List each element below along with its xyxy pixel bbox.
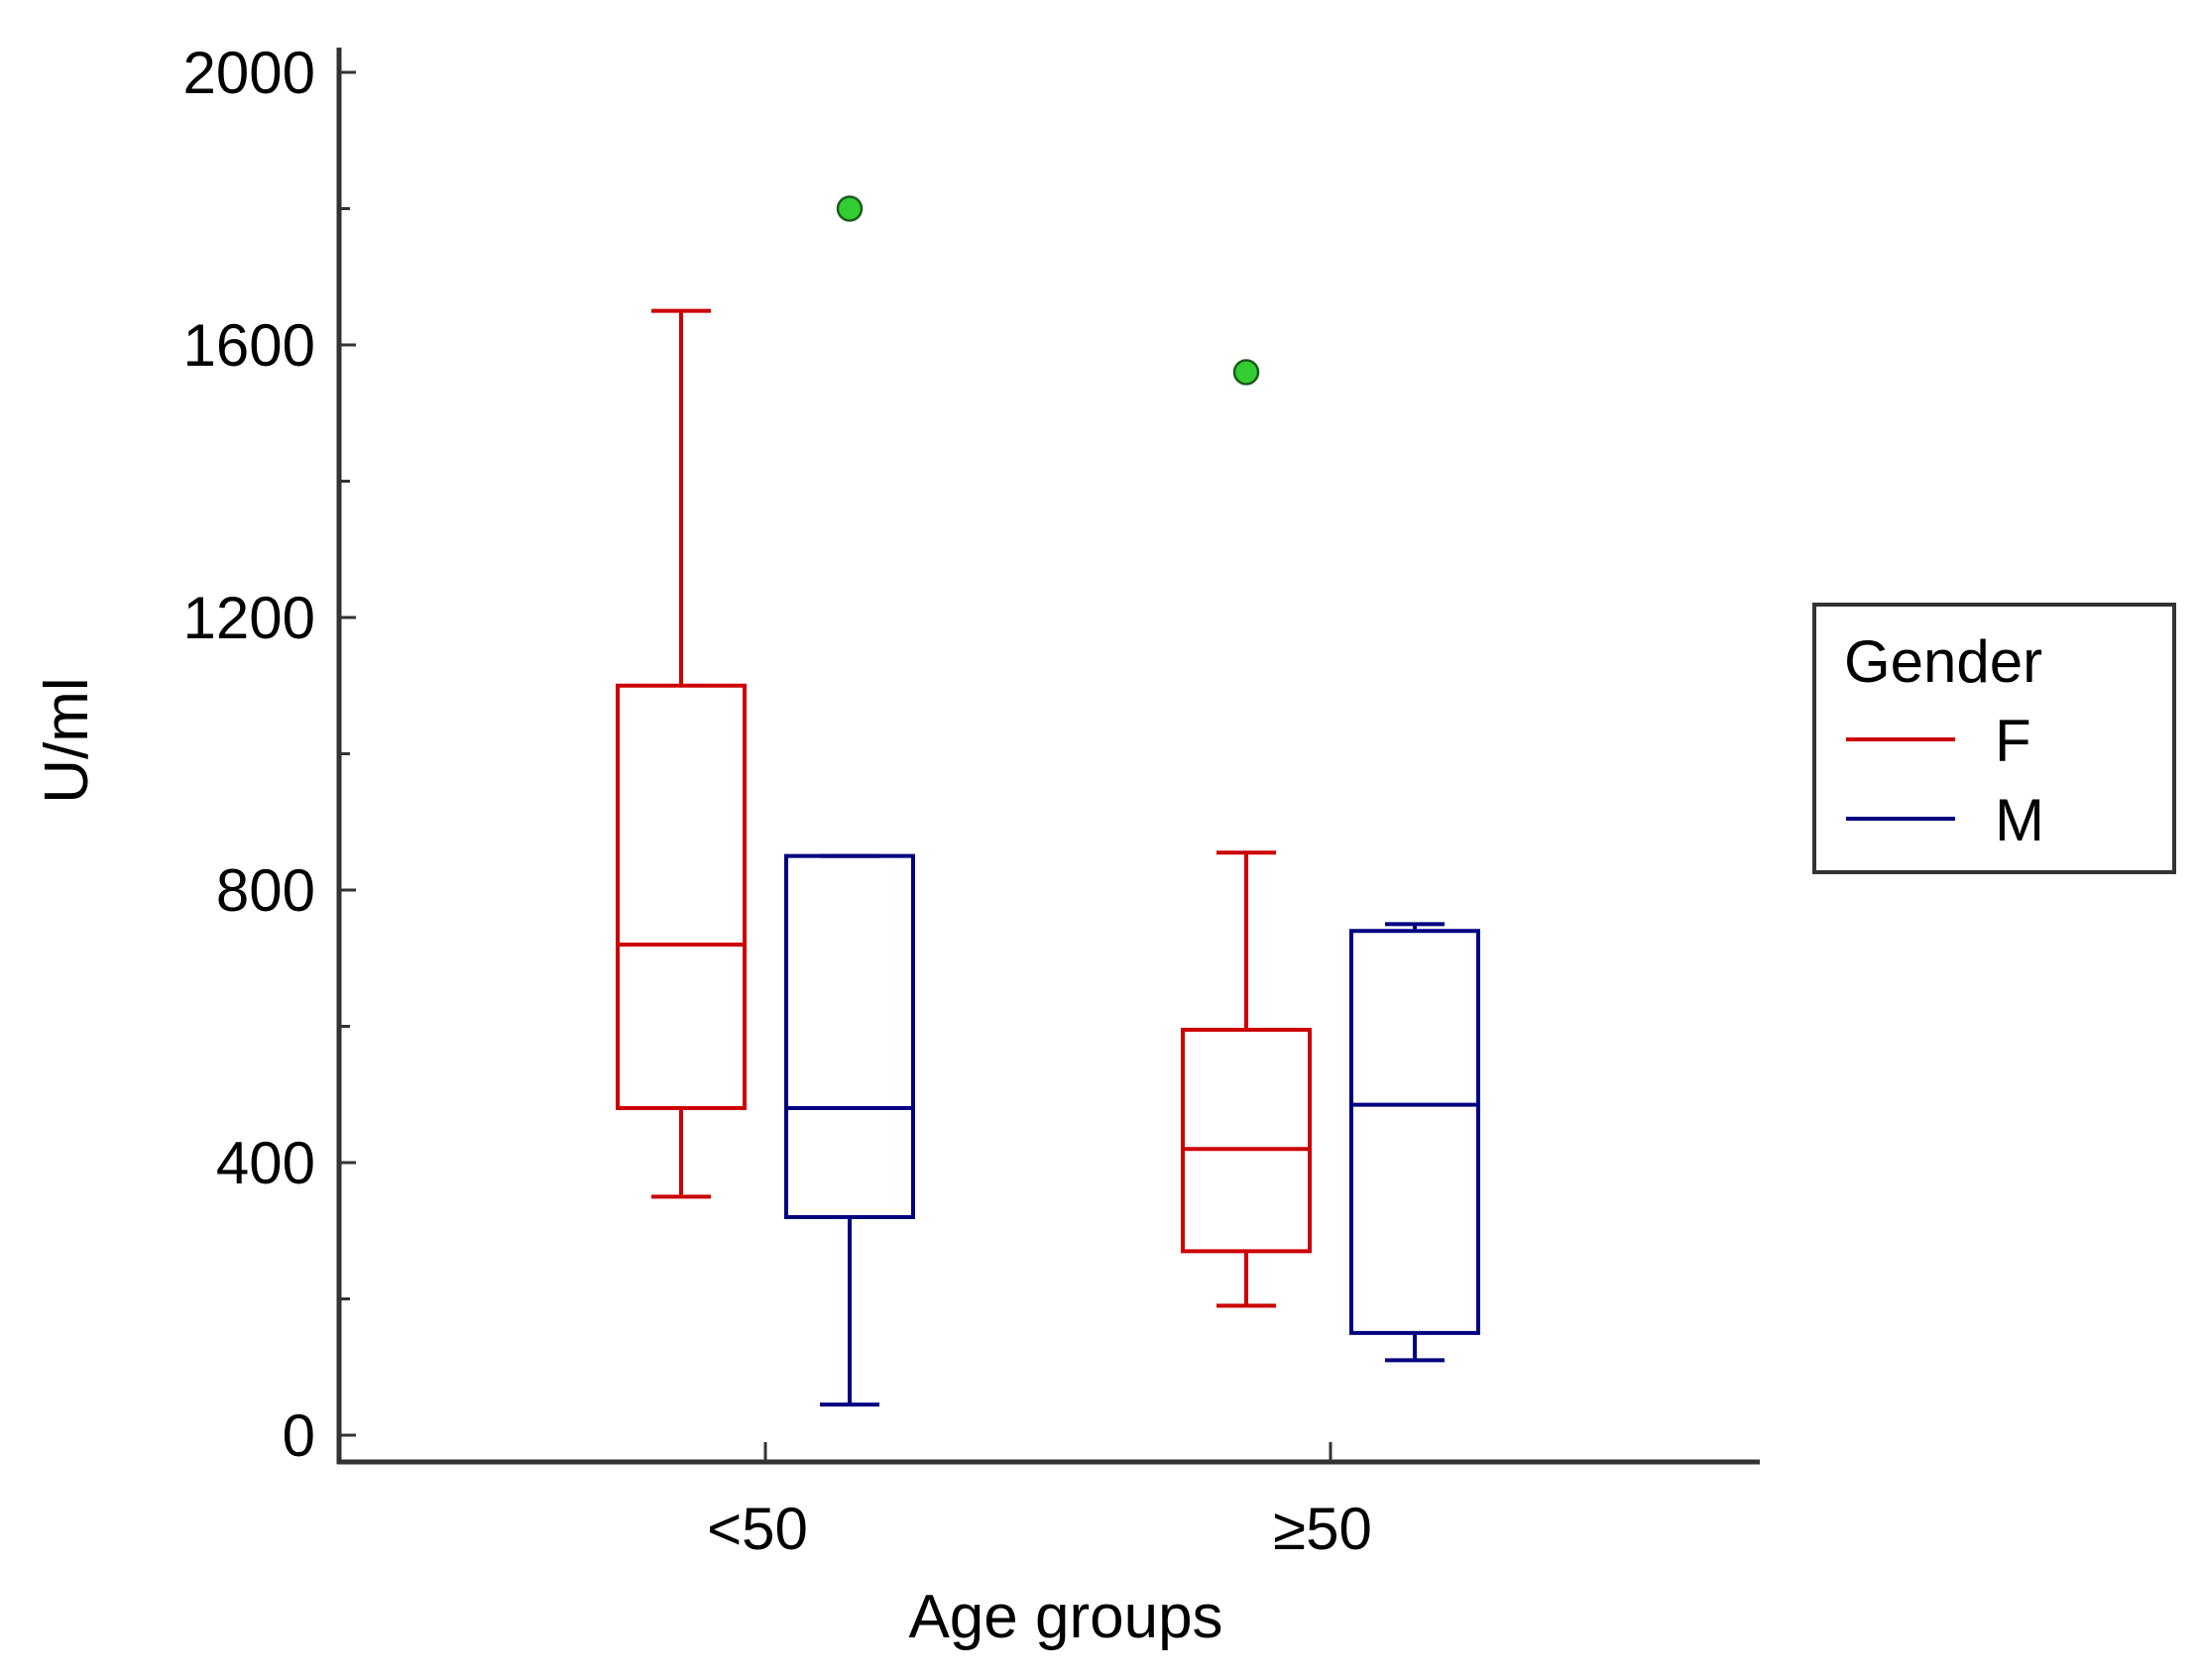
iqr-box (616, 683, 747, 1110)
legend: Gender FM (1812, 603, 2176, 874)
legend-label-F: F (1995, 708, 2031, 774)
box-M-1 (1349, 922, 1480, 1363)
x-tick-label: ≥50 (1273, 1496, 1372, 1562)
y-tick-label: 1200 (183, 585, 315, 651)
x-tick-label: <50 (707, 1496, 808, 1562)
y-tick-label: 0 (283, 1402, 315, 1469)
plot-area (616, 195, 1480, 1407)
iqr-box (1181, 1027, 1312, 1254)
iqr-box (1349, 929, 1480, 1335)
y-axis-title: U/ml (33, 677, 101, 803)
y-tick-label: 800 (216, 857, 315, 924)
legend-label-M: M (1995, 787, 2044, 853)
y-tick-label: 400 (216, 1130, 315, 1196)
iqr-box (784, 853, 915, 1219)
outlier-point (836, 195, 864, 222)
legend-title: Gender (1844, 628, 2042, 695)
box-F-0 (616, 308, 747, 1199)
box-F-1 (1181, 359, 1312, 1308)
outlier-point (1232, 359, 1260, 386)
x-axis-title: Age groups (908, 1583, 1222, 1651)
y-tick-label: 2000 (183, 40, 315, 106)
box-M-0 (784, 195, 915, 1407)
axes: 0 400 800 1200 1600 2000 <50 ≥50 (183, 40, 1760, 1562)
y-tick-label: 1600 (183, 312, 315, 379)
